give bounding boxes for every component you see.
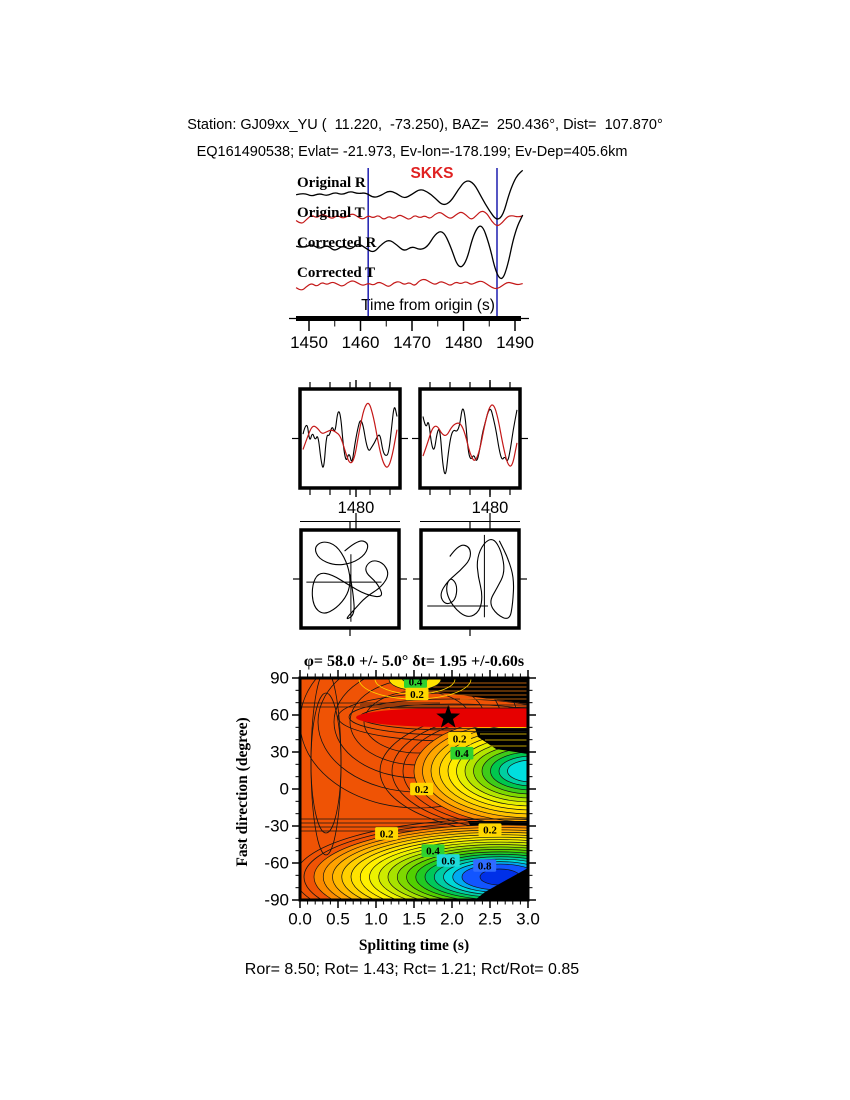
time-axis-title: Time from origin (s) — [361, 297, 495, 314]
corrected-t-trace — [295, 278, 523, 291]
particle-motion-panel-right — [413, 522, 527, 636]
event-subtitle: EQ161490538; Evlat= -21.973, Ev-lon=-178… — [197, 144, 628, 160]
contour-label-box — [436, 854, 460, 867]
contour-x-tick-label: 3.0 — [516, 910, 540, 929]
particle-motion-curve — [311, 540, 389, 620]
contour-label-box — [450, 746, 474, 760]
compare-left-tick-label: 1480 — [338, 499, 375, 517]
contour-label: 0.8 — [478, 860, 492, 872]
comparison-box — [418, 387, 522, 490]
contour-x-tick-label: 0.0 — [288, 910, 312, 929]
waveform-panel: Original R Original T Corrected R Corrected… — [289, 168, 534, 352]
particle-motion-box — [419, 528, 521, 630]
contour-label-box — [404, 678, 427, 688]
time-tick-label: 1480 — [445, 333, 483, 352]
contour-arc — [303, 821, 528, 900]
quality-stats: Ror= 8.50; Rot= 1.43; Rct= 1.21; Rct/Rot… — [245, 961, 580, 978]
black-region-right — [475, 728, 528, 754]
contour-label-box — [421, 844, 445, 857]
contour-arc — [300, 818, 528, 900]
time-tick-label: 1460 — [342, 333, 380, 352]
contour-ring — [507, 759, 528, 783]
contour-label: 0.2 — [453, 733, 467, 745]
contour-y-tick-label: 90 — [270, 669, 289, 688]
contour-label-box — [478, 823, 502, 836]
contour-label-box — [410, 782, 434, 796]
contour-label: 0.4 — [426, 846, 440, 858]
corrected-r-trace — [295, 214, 524, 280]
contour-y-tick-label: -60 — [264, 854, 289, 873]
phase-label-skks: SKKS — [410, 165, 453, 182]
contour-arc — [402, 712, 528, 830]
trace-label: Original R — [297, 175, 366, 191]
compare-right-tick-label: 1480 — [472, 499, 509, 517]
contour-label-box — [405, 687, 429, 701]
contour-x-tick-label: 0.5 — [326, 910, 350, 929]
contour-arc — [379, 706, 528, 836]
compare-red-trace — [422, 404, 518, 467]
contour-x-tick-label: 1.0 — [364, 910, 388, 929]
original-r-trace — [295, 169, 524, 220]
trace-label: Original T — [297, 205, 365, 221]
trace-label: Corrected R — [297, 235, 376, 251]
contour-y-tick-label: 60 — [270, 706, 289, 725]
contour-arc — [391, 709, 528, 833]
contour-y-tick-label: 0 — [280, 780, 289, 799]
red-band-right — [448, 708, 528, 727]
station-title: Station: GJ09xx_YU ( 11.220, -73.250), B… — [187, 117, 663, 133]
contour-label-box — [375, 827, 399, 840]
contour-arc — [300, 678, 528, 809]
comparison-panel-right — [412, 380, 528, 530]
particle-motion-box — [299, 528, 401, 630]
contour-x-tick-label: 2.0 — [440, 910, 464, 929]
contour-label: 0.2 — [415, 784, 429, 796]
contour-label: 0.2 — [380, 828, 394, 840]
contour-label-box — [448, 732, 472, 745]
contour-title: φ= 58.0 +/- 5.0° δt= 1.95 +/-0.60s — [304, 653, 524, 670]
error-surface-panel: 0.40.20.20.40.20.2 0.20.40.6 0.80.0 0.5 1.0 1… — [264, 669, 540, 929]
time-tick-label: 1490 — [496, 333, 534, 352]
contour-x-tick-label: 2.5 — [478, 910, 502, 929]
contour-y-tick-label: -90 — [264, 891, 289, 910]
compare-red-trace — [302, 402, 398, 468]
original-t-trace — [295, 210, 523, 227]
particle-motion-panel-left — [293, 522, 407, 636]
contour-x-tick-label: 1.5 — [402, 910, 426, 929]
best-fit-star — [436, 705, 461, 728]
contour-y-tick-label: 30 — [270, 743, 289, 762]
contour-xlabel: Splitting time (s) — [359, 937, 469, 954]
black-region-bottom-right — [475, 868, 528, 900]
comparison-panel-left — [292, 380, 408, 530]
contour-label: 0.4 — [409, 677, 423, 689]
particle-motion-curve — [440, 538, 515, 619]
contour-y-tick-label: -30 — [264, 817, 289, 836]
contour-label: 0.6 — [441, 856, 455, 868]
comparison-box — [298, 387, 402, 490]
compare-black-trace — [302, 407, 398, 468]
time-tick-label: 1450 — [290, 333, 328, 352]
contour-label-box — [473, 859, 497, 872]
trace-label: Corrected T — [297, 265, 375, 281]
contour-content: 0.40.20.20.40.20.2 0.20.40.6 0.8 — [300, 677, 528, 900]
contour-label: 0.2 — [410, 689, 424, 701]
contour-ylabel: Fast direction (degree) — [234, 717, 251, 866]
contour-label: 0.2 — [483, 825, 497, 837]
time-tick-label: 1470 — [393, 333, 431, 352]
contour-arc — [310, 692, 342, 834]
contour-label: 0.4 — [455, 748, 469, 760]
